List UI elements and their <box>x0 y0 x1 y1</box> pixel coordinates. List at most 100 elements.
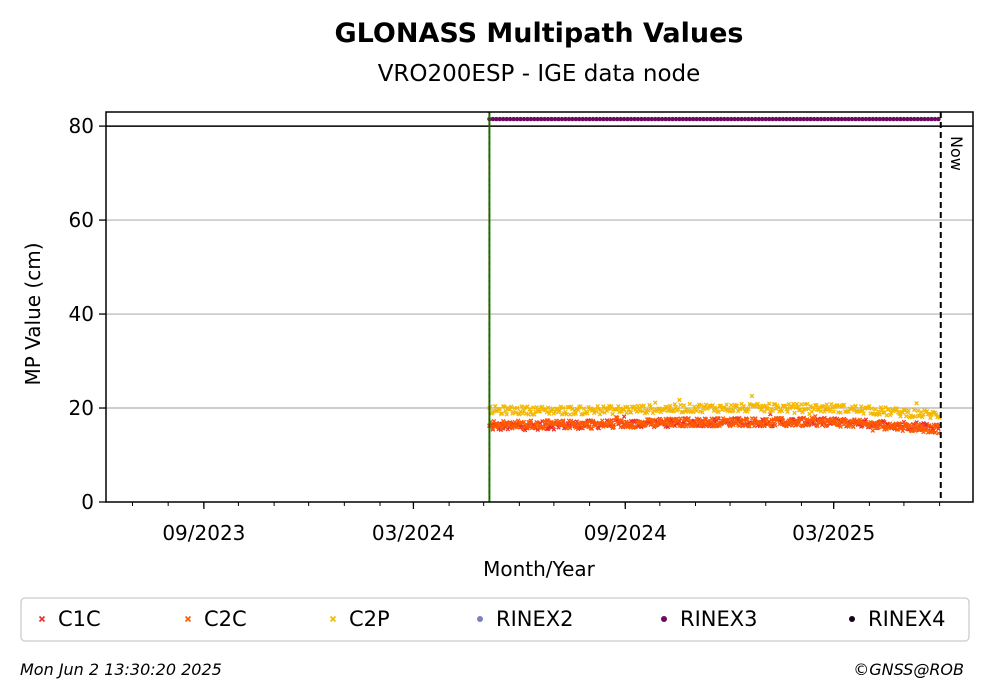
data-point <box>846 116 851 122</box>
data-point <box>603 405 608 411</box>
chart-subtitle: VRO200ESP - IGE data node <box>378 61 701 87</box>
data-point <box>872 407 878 412</box>
y-tick-label: 60 <box>69 208 94 232</box>
data-point <box>823 423 828 429</box>
data-point <box>649 116 654 122</box>
data-point <box>525 116 530 122</box>
data-point <box>838 424 843 429</box>
data-point <box>767 116 772 122</box>
data-point <box>494 116 499 122</box>
data-point <box>590 418 596 424</box>
data-point <box>791 401 796 407</box>
data-point <box>910 422 916 427</box>
data-point <box>665 424 671 430</box>
data-point <box>912 116 917 122</box>
data-point <box>528 116 534 122</box>
data-point <box>867 116 872 122</box>
data-point <box>884 426 889 432</box>
data-point <box>697 418 703 423</box>
data-point <box>521 116 527 122</box>
data-point <box>506 420 512 426</box>
data-point <box>876 409 881 414</box>
data-point <box>827 409 833 414</box>
data-point <box>894 406 900 412</box>
data-point <box>886 406 892 412</box>
data-point <box>713 424 719 429</box>
data-point <box>907 422 912 428</box>
data-point <box>914 426 919 431</box>
data-point <box>728 403 734 408</box>
data-point <box>799 402 804 407</box>
data-point <box>527 407 532 412</box>
data-point <box>725 417 731 423</box>
data-point <box>611 424 617 430</box>
legend-marker <box>849 616 855 622</box>
data-point <box>693 423 698 429</box>
data-point <box>756 116 762 122</box>
data-point <box>677 116 682 122</box>
data-point <box>533 409 538 414</box>
data-point <box>924 426 930 431</box>
data-point <box>764 416 770 422</box>
data-point <box>642 116 648 122</box>
data-point <box>770 116 775 122</box>
data-point <box>781 403 787 409</box>
data-point <box>747 423 752 429</box>
data-point <box>500 418 506 424</box>
data-point <box>678 402 683 408</box>
data-point <box>796 418 802 423</box>
data-point <box>731 407 736 413</box>
data-point <box>497 406 503 412</box>
data-point <box>507 116 513 122</box>
data-point <box>559 116 565 122</box>
data-point <box>490 116 496 122</box>
legend-marker <box>477 616 483 622</box>
data-point <box>495 423 500 428</box>
data-point <box>709 416 714 421</box>
data-point <box>573 116 578 122</box>
data-point <box>929 429 934 434</box>
data-point <box>812 402 818 408</box>
data-point <box>686 416 691 421</box>
data-point <box>751 423 757 429</box>
data-point <box>784 407 789 412</box>
data-point <box>678 416 683 421</box>
data-point <box>608 116 613 122</box>
data-point <box>832 116 838 122</box>
data-point <box>822 116 827 122</box>
data-point <box>498 411 504 416</box>
data-point <box>610 411 615 417</box>
data-point <box>609 420 614 426</box>
data-point <box>915 408 920 413</box>
data-point <box>663 416 668 422</box>
data-point <box>656 406 661 411</box>
data-point <box>498 422 504 428</box>
data-point <box>811 407 817 412</box>
data-point <box>808 403 813 409</box>
data-point <box>499 411 505 416</box>
legend-label: RINEX2 <box>496 607 574 631</box>
data-point <box>528 418 534 424</box>
data-point <box>558 404 564 409</box>
x-axis-label: Month/Year <box>483 557 596 581</box>
data-point <box>626 406 631 412</box>
data-point <box>914 401 919 406</box>
data-point <box>560 418 566 423</box>
data-point <box>737 423 742 429</box>
data-point <box>745 417 750 422</box>
data-point <box>894 116 900 122</box>
data-point <box>577 116 582 122</box>
data-point <box>511 116 516 122</box>
data-point <box>768 422 773 428</box>
data-point <box>936 430 941 436</box>
data-point <box>608 406 613 412</box>
footer-copyright: ©GNSS@ROB <box>853 660 964 679</box>
data-point <box>496 406 501 412</box>
data-point <box>877 419 882 424</box>
data-point <box>653 116 658 122</box>
data-point <box>932 116 938 122</box>
data-point <box>918 116 924 122</box>
data-point <box>842 116 848 122</box>
data-point <box>507 420 513 426</box>
data-point <box>566 116 572 122</box>
